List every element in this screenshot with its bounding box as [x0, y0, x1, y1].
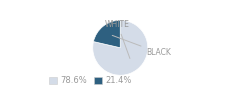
- Wedge shape: [93, 20, 120, 48]
- Text: WHITE: WHITE: [105, 20, 130, 58]
- Legend: 78.6%, 21.4%: 78.6%, 21.4%: [45, 73, 135, 89]
- Text: BLACK: BLACK: [112, 35, 171, 57]
- Wedge shape: [93, 20, 148, 75]
